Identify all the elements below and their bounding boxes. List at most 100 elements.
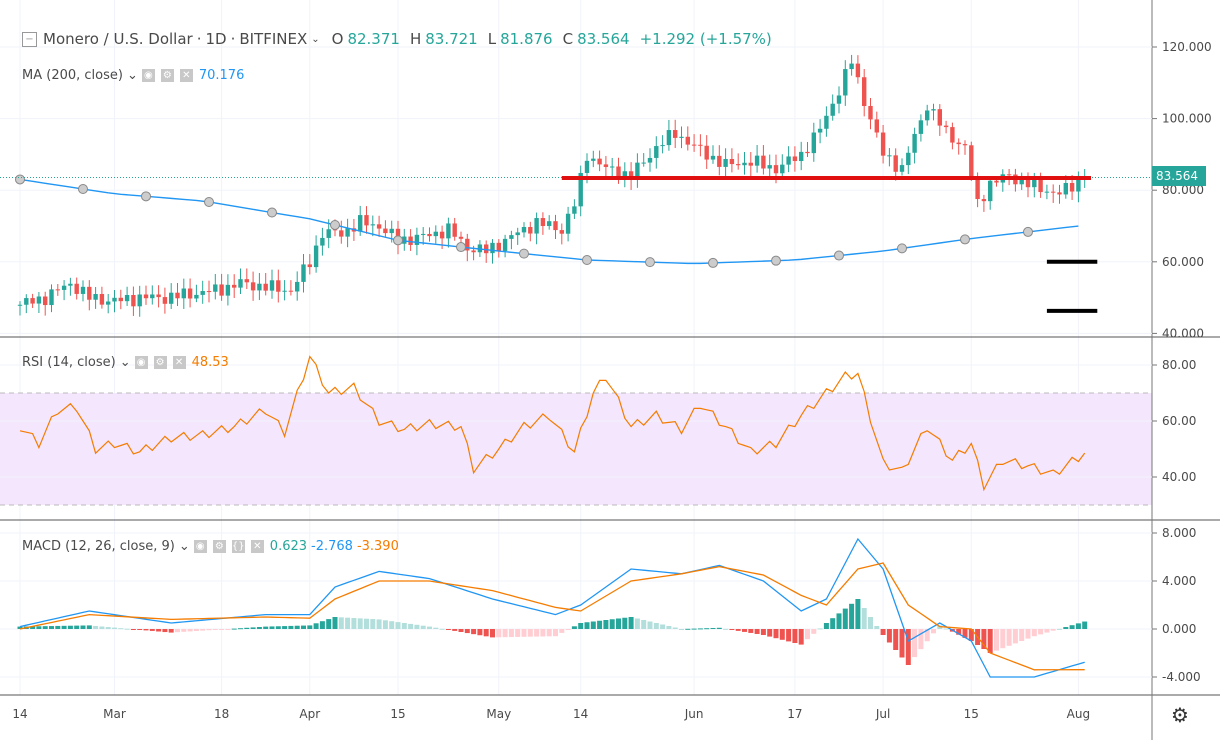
candle-body [515,232,520,236]
macd-histogram-bar [67,625,73,629]
ma-drawing-point [519,248,529,259]
visibility-icon[interactable]: ◉ [134,356,148,369]
macd-histogram-bar [874,626,880,629]
y-tick-label: 60.00 [1162,414,1196,428]
candle-body [219,284,224,296]
change-value: +1.292 (+1.57%) [639,30,772,48]
close-icon[interactable]: ✕ [179,69,193,82]
candle-body [855,63,861,78]
candle-body [307,264,312,268]
candle-body [80,286,86,294]
candle-body [603,164,609,167]
candle-body [465,238,470,251]
ma-drawing-point [708,257,718,268]
chevron-down-icon[interactable]: ⌄ [126,68,138,83]
candle-body [112,297,117,302]
candle-body [597,158,602,165]
macd-histogram-bar [918,629,924,650]
x-tick-label: Aug [1067,707,1090,721]
ma-legend: MA (200, close) ⌄ ◉ ⚙ ✕ 70.176 [22,68,244,83]
candle-body [408,236,413,245]
y-tick-label: 0.000 [1162,622,1196,636]
macd-histogram-bar [80,625,86,629]
macd-histogram-bar [590,621,596,629]
macd-histogram-bar [1075,623,1081,629]
gear-icon[interactable]: ⚙ [212,540,226,553]
macd-histogram-bar [565,629,571,630]
chevron-down-icon[interactable]: ⌄ [311,33,320,45]
candle-body [559,230,564,234]
candle-body [610,166,615,168]
visibility-icon[interactable]: ◉ [141,69,155,82]
candle-body [553,221,558,231]
macd-histogram-bar [168,629,174,633]
ma-drawing-point [960,234,970,245]
candle-body [824,115,829,129]
macd-histogram-bar [162,629,168,633]
close-icon[interactable]: ✕ [172,356,186,369]
candle-body [389,228,394,234]
y-tick-label: -4.000 [1162,670,1201,684]
macd-histogram-bar [697,628,703,630]
candle-body [74,283,79,294]
macd-histogram-bar [193,629,199,631]
macd-label[interactable]: MACD (12, 26, close, 9) [22,539,175,554]
candle-body [1057,192,1062,195]
macd-histogram-bar [471,629,477,635]
candle-body [704,145,709,160]
macd-histogram-bar [137,629,143,630]
close-icon[interactable]: ✕ [250,540,264,553]
settings-gear-icon[interactable]: ⚙ [1171,703,1189,727]
macd-histogram-bar [156,629,162,632]
exchange[interactable]: BITFINEX [239,30,308,48]
ma-drawing-point [267,207,277,218]
ma-label[interactable]: MA (200, close) [22,68,123,83]
candle-body [862,77,867,107]
candle-body [868,106,873,120]
candle-body [187,288,193,299]
macd-histogram-bar [805,629,810,640]
candle-body [484,244,489,254]
candle-body [439,231,445,239]
source-code-icon[interactable]: {} [231,540,245,553]
macd-histogram-bar [521,629,527,637]
gear-icon[interactable]: ⚙ [153,356,167,369]
candle-body [364,215,369,226]
macd-line-value: -2.768 [311,539,353,554]
candle-body [1063,182,1068,195]
candle-body [131,294,136,307]
candle-body [250,282,256,291]
visibility-icon[interactable]: ◉ [193,540,207,553]
x-tick-label: 14 [12,707,27,721]
chevron-down-icon[interactable]: ⌄ [119,355,131,370]
candle-body [975,176,980,200]
candle-body [175,292,180,299]
collapse-icon[interactable]: − [22,31,37,47]
candle-body [962,144,968,146]
candle-body [799,151,804,162]
macd-histogram-bar [886,629,892,643]
candle-body [87,286,92,300]
candle-body [887,155,892,157]
rsi-label[interactable]: RSI (14, close) [22,355,116,370]
gear-icon[interactable]: ⚙ [160,69,174,82]
candle-body [414,234,420,245]
candle-body [238,279,243,288]
y-tick-label: 80.000 [1162,183,1204,197]
candle-body [244,279,249,283]
candle-body [956,142,961,145]
macd-histogram-bar [905,629,911,665]
macd-histogram-bar [968,629,974,641]
symbol-name[interactable]: Monero / U.S. Dollar [43,30,193,48]
macd-histogram-bar [1069,625,1075,629]
chevron-down-icon[interactable]: ⌄ [178,539,190,554]
candle-body [36,296,42,304]
macd-histogram-bar [754,629,760,634]
candle-body [206,291,212,293]
rsi-line [19,355,1086,492]
ma-drawing-point [393,235,403,246]
candle-body [263,283,268,291]
interval[interactable]: 1D [205,30,227,48]
